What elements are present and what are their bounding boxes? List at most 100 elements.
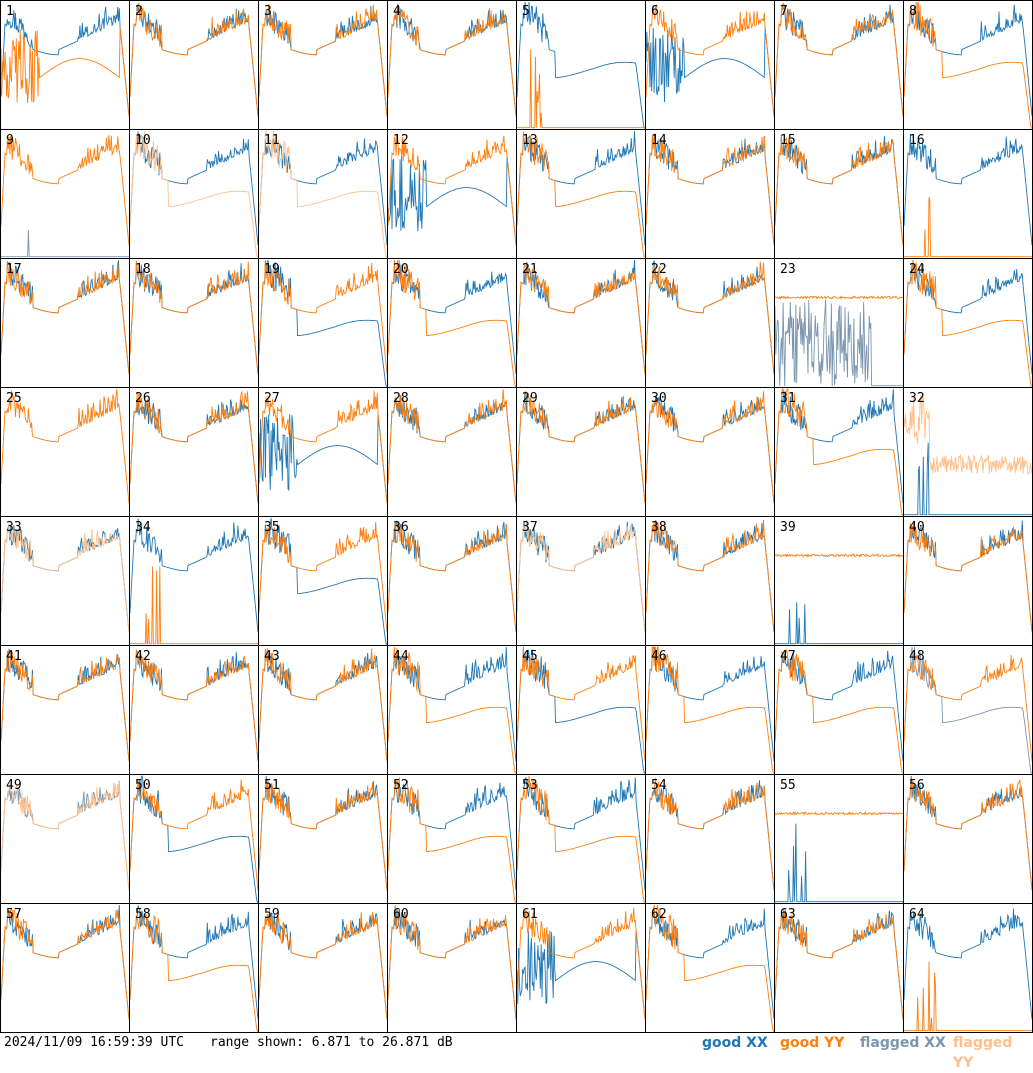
panel-number: 42 <box>135 649 151 664</box>
panel-number: 45 <box>522 649 538 664</box>
good-yy-series <box>259 908 387 1020</box>
good-xx-series <box>775 823 903 903</box>
good-xx-series <box>517 1 645 129</box>
panel-24: 24 <box>904 259 1033 388</box>
panel-number: 1 <box>6 4 14 19</box>
panel-number: 43 <box>264 649 280 664</box>
panel-4: 4 <box>388 1 517 130</box>
panel-number: 21 <box>522 262 538 277</box>
good-xx-series <box>259 414 387 504</box>
panel-54: 54 <box>646 775 775 904</box>
panel-3: 3 <box>259 1 388 130</box>
panel-plot <box>259 517 387 645</box>
panel-number: 37 <box>522 520 538 535</box>
panel-7: 7 <box>775 1 904 130</box>
good-yy-series <box>517 131 645 258</box>
flagged-yy-series <box>130 131 258 258</box>
panel-number: 19 <box>264 262 280 277</box>
panel-plot <box>388 520 516 633</box>
good-yy-series <box>517 775 645 903</box>
good-xx-series <box>130 398 258 504</box>
good-yy-series <box>1 389 129 504</box>
panel-plot <box>775 810 903 903</box>
panel-number: 64 <box>909 907 925 922</box>
panel-plot <box>1 135 129 258</box>
good-xx-series <box>388 259 516 375</box>
panel-number: 55 <box>780 778 796 793</box>
panel-plot <box>904 394 1032 516</box>
panel-number: 33 <box>6 520 22 535</box>
panel-number: 24 <box>909 262 925 277</box>
panel-45: 45 <box>517 646 646 775</box>
good-yy-series <box>904 1 1032 129</box>
panel-number: 47 <box>780 649 796 664</box>
footer: 2024/11/09 16:59:39 UTC range shown: 6.8… <box>0 1033 1033 1071</box>
good-yy-series <box>904 961 1032 1032</box>
panel-30: 30 <box>646 388 775 517</box>
good-xx-series <box>904 133 1032 246</box>
good-xx-series <box>388 646 516 762</box>
good-yy-series <box>130 566 258 645</box>
good-xx-series <box>1 648 129 762</box>
panel-25: 25 <box>1 388 130 517</box>
good-xx-series <box>1 260 129 375</box>
panel-20: 20 <box>388 259 517 388</box>
panel-plot <box>130 905 258 1032</box>
panel-6: 6 <box>646 1 775 130</box>
panel-number: 38 <box>651 520 667 535</box>
good-yy-series <box>388 5 516 117</box>
panel-13: 13 <box>517 130 646 259</box>
panel-number: 7 <box>780 4 788 19</box>
panel-plot <box>775 388 903 516</box>
panel-number: 56 <box>909 778 925 793</box>
legend-flagged-yy: flagged YY <box>953 1035 1013 1071</box>
legend-flagged-xx: flagged XX <box>860 1035 946 1051</box>
good-yy-series <box>259 778 387 891</box>
good-yy-series <box>904 654 1032 762</box>
panel-plot <box>1 904 129 1020</box>
panel-plot <box>904 259 1032 387</box>
good-yy-series <box>646 134 774 246</box>
panel-plot <box>130 131 258 258</box>
panel-number: 27 <box>264 391 280 406</box>
panel-27: 27 <box>259 388 388 517</box>
good-yy-series <box>388 134 516 246</box>
panel-number: 17 <box>6 262 22 277</box>
good-xx-series <box>646 395 774 504</box>
panel-number: 8 <box>909 4 917 19</box>
good-yy-series <box>259 3 387 117</box>
flagged-yy-series <box>904 394 1032 475</box>
panel-number: 5 <box>522 4 530 19</box>
panel-31: 31 <box>775 388 904 517</box>
good-xx-series <box>904 262 1032 375</box>
good-xx-series <box>517 131 645 246</box>
good-xx-series <box>259 259 387 387</box>
panel-55: 55 <box>775 775 904 904</box>
good-yy-series <box>775 911 903 1020</box>
panel-number: 30 <box>651 391 667 406</box>
panel-number: 26 <box>135 391 151 406</box>
good-xx-series <box>130 905 258 1020</box>
panel-44: 44 <box>388 646 517 775</box>
panel-plot <box>517 519 645 633</box>
good-yy-series <box>904 196 1032 258</box>
good-yy-series <box>646 4 774 117</box>
panel-15: 15 <box>775 130 904 259</box>
panel-number: 18 <box>135 262 151 277</box>
panel-8: 8 <box>904 1 1033 130</box>
panel-21: 21 <box>517 259 646 388</box>
panel-number: 16 <box>909 133 925 148</box>
flagged-yy-series <box>517 519 645 633</box>
panel-number: 34 <box>135 520 151 535</box>
good-xx-series <box>259 138 387 246</box>
panel-plot <box>517 646 645 774</box>
panel-plot <box>904 133 1032 258</box>
good-xx-series <box>646 27 774 117</box>
panel-43: 43 <box>259 646 388 775</box>
panel-plot <box>775 2 903 117</box>
panel-number: 32 <box>909 391 925 406</box>
panel-41: 41 <box>1 646 130 775</box>
panel-16: 16 <box>904 130 1033 259</box>
good-xx-series <box>775 602 903 645</box>
panel-number: 15 <box>780 133 796 148</box>
